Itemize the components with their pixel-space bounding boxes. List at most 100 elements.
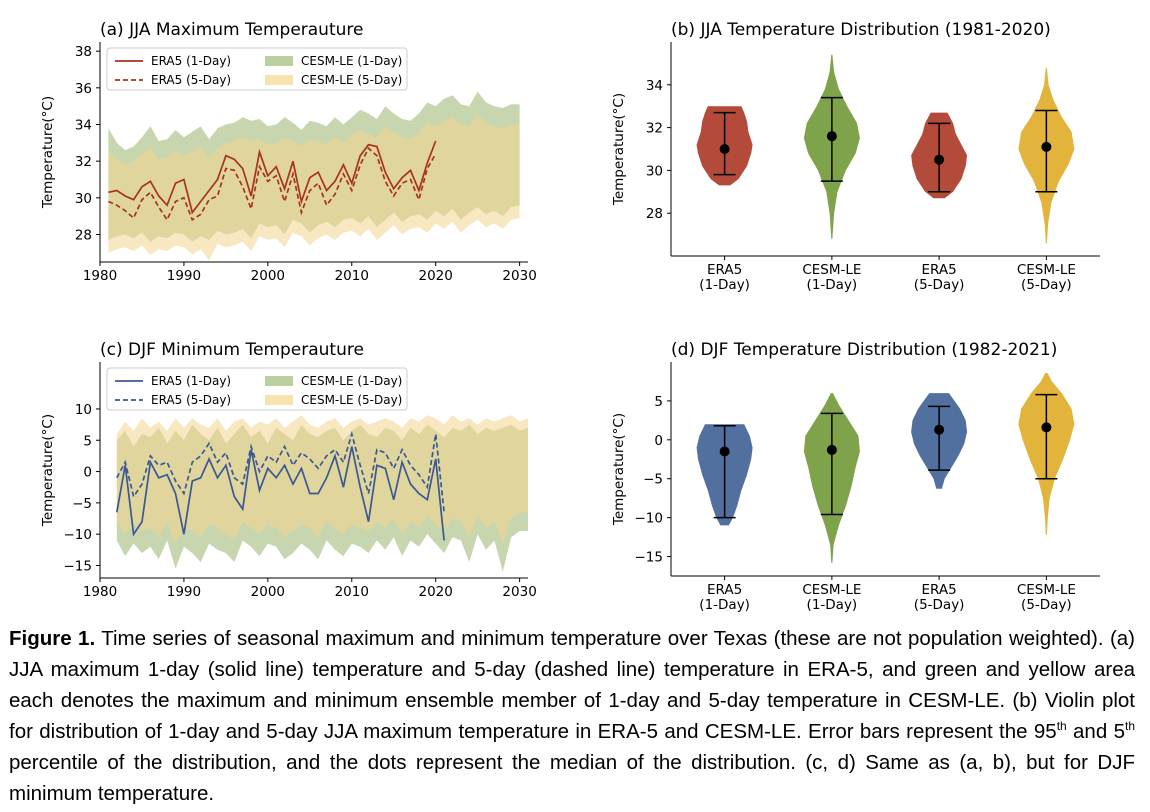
- caption-label: Figure 1.: [9, 627, 96, 650]
- caption-text-1: Time series of seasonal maximum and mini…: [9, 627, 1136, 743]
- y-tick-label: 32: [75, 154, 92, 170]
- x-tick-label: CESM-LE: [1017, 582, 1076, 598]
- legend-label: CESM-LE (1-Day): [301, 374, 402, 388]
- caption-text-2: and 5: [1066, 720, 1125, 743]
- x-tick-label: 2030: [502, 268, 536, 284]
- y-tick-label: −10: [64, 527, 93, 543]
- y-tick-label: 34: [646, 78, 663, 94]
- chart-title: (b) JJA Temperature Distribution (1981-2…: [671, 20, 1051, 40]
- median-dot: [1041, 141, 1052, 152]
- legend-frame: [106, 367, 408, 411]
- y-tick-label: 0: [654, 433, 663, 449]
- caption-sup-2: th: [1124, 719, 1135, 734]
- y-tick-label: 5: [83, 433, 92, 449]
- legend-label: ERA5 (1-Day): [151, 54, 231, 68]
- x-tick-label: (1-Day): [699, 597, 750, 613]
- chart-d: ERA5(1-Day)CESM-LE(1-Day)ERA5(5-Day)CESM…: [611, 340, 1100, 613]
- y-tick-label: 34: [75, 118, 92, 134]
- violin-1: [696, 106, 753, 186]
- x-tick-label: 2030: [502, 584, 536, 600]
- y-tick-label: 28: [75, 228, 92, 244]
- y-tick-label: 28: [646, 206, 663, 222]
- violin-4: [1018, 372, 1075, 535]
- legend: ERA5 (1-Day) ERA5 (5-Day) CESM-LE (1-Day) C…: [106, 367, 408, 411]
- x-tick-label: ERA5: [922, 582, 957, 598]
- legend-label: ERA5 (5-Day): [151, 393, 231, 407]
- y-tick-label: −15: [64, 558, 93, 574]
- x-tick-label: 1990: [167, 584, 201, 600]
- x-tick-label: (1-Day): [699, 277, 750, 293]
- median-dot: [934, 424, 945, 435]
- violin-2: [803, 54, 860, 239]
- series-line-era5-1day: [115, 446, 445, 541]
- median-dot: [826, 131, 837, 142]
- legend-frame: [106, 47, 408, 91]
- median-dot: [1041, 422, 1052, 433]
- median-dot: [719, 144, 730, 154]
- caption-text-3: percentile of the distribution, and the …: [9, 751, 1135, 805]
- x-tick-label: 2000: [251, 584, 285, 600]
- series-line-era5-5day: [108, 146, 437, 222]
- figure-caption: Figure 1. Time series of seasonal maximu…: [9, 623, 1135, 809]
- series-line-era5-1day: [108, 140, 437, 215]
- figure: 1980 1990 2000 2010 2020 2030 28 30 32 34 36 38 (a) …: [40, 20, 1100, 613]
- x-tick-label: (5-Day): [914, 277, 965, 293]
- y-tick-label: 5: [654, 394, 663, 410]
- series-line-era5-5day: [116, 430, 445, 513]
- legend-label: CESM-LE (1-Day): [301, 54, 402, 68]
- median-dot: [934, 154, 945, 165]
- y-tick-label: 36: [75, 81, 92, 97]
- x-tick-label: (5-Day): [1021, 277, 1072, 293]
- violin-2: [803, 393, 860, 563]
- x-tick-label: 1980: [83, 584, 117, 600]
- y-tick-label: 30: [646, 163, 663, 179]
- x-tick-label: (1-Day): [807, 277, 858, 293]
- y-tick-label: 38: [75, 44, 92, 60]
- chart-c: 1980 1990 2000 2010 2020 2030 −15 −10 −5 0 5 10 (c) …: [40, 340, 537, 600]
- chart-b: ERA5(1-Day)CESM-LE(1-Day)ERA5(5-Day)CESM…: [611, 20, 1100, 293]
- violin-4: [1018, 67, 1075, 244]
- legend-patch-cesm-1day: [265, 56, 293, 66]
- violin-1: [696, 424, 753, 526]
- y-tick-label: 32: [646, 121, 663, 137]
- x-tick-label: CESM-LE: [1017, 262, 1076, 278]
- legend-patch-cesm-5day: [265, 395, 293, 405]
- chart-title: (c) DJF Minimum Temperauture: [100, 340, 364, 360]
- violin-3: [911, 393, 968, 489]
- x-tick-label: (5-Day): [1021, 597, 1072, 613]
- x-tick-label: 2010: [335, 584, 369, 600]
- legend-patch-cesm-5day: [265, 75, 293, 85]
- chart-title: (d) DJF Temperature Distribution (1982-2…: [671, 340, 1057, 360]
- y-tick-label: −10: [635, 511, 664, 527]
- y-tick-label: 10: [75, 402, 92, 418]
- y-tick-label: 0: [83, 465, 92, 481]
- legend-label: ERA5 (5-Day): [151, 73, 231, 87]
- chart-a: 1980 1990 2000 2010 2020 2030 28 30 32 34 36 38 (a) …: [40, 20, 537, 284]
- x-tick-label: (1-Day): [807, 597, 858, 613]
- violin-3: [911, 112, 968, 199]
- x-tick-label: 1990: [167, 268, 201, 284]
- median-dot: [826, 444, 837, 455]
- x-tick-label: ERA5: [707, 262, 742, 278]
- x-tick-label: ERA5: [707, 582, 742, 598]
- x-tick-label: 2020: [419, 584, 453, 600]
- y-tick-label: −15: [635, 550, 664, 566]
- y-tick-label: 30: [75, 191, 92, 207]
- y-axis-label: Temperature(°C): [611, 413, 627, 526]
- y-axis-label: Temperature(°C): [40, 96, 56, 209]
- x-tick-label: 2010: [335, 268, 369, 284]
- x-tick-label: 2020: [419, 268, 453, 284]
- legend-label: ERA5 (1-Day): [151, 374, 231, 388]
- y-tick-label: −5: [643, 472, 663, 488]
- x-tick-label: CESM-LE: [802, 262, 861, 278]
- x-tick-label: 2000: [251, 268, 285, 284]
- legend-patch-cesm-1day: [265, 376, 293, 386]
- x-tick-label: CESM-LE: [802, 582, 861, 598]
- band-cesm-5day: [116, 415, 529, 544]
- median-dot: [719, 446, 730, 457]
- x-tick-label: (5-Day): [914, 597, 965, 613]
- legend-label: CESM-LE (5-Day): [301, 73, 402, 87]
- legend: ERA5 (1-Day) ERA5 (5-Day) CESM-LE (1-Day) C…: [106, 47, 408, 91]
- x-tick-label: ERA5: [922, 262, 957, 278]
- x-tick-label: 1980: [83, 268, 117, 284]
